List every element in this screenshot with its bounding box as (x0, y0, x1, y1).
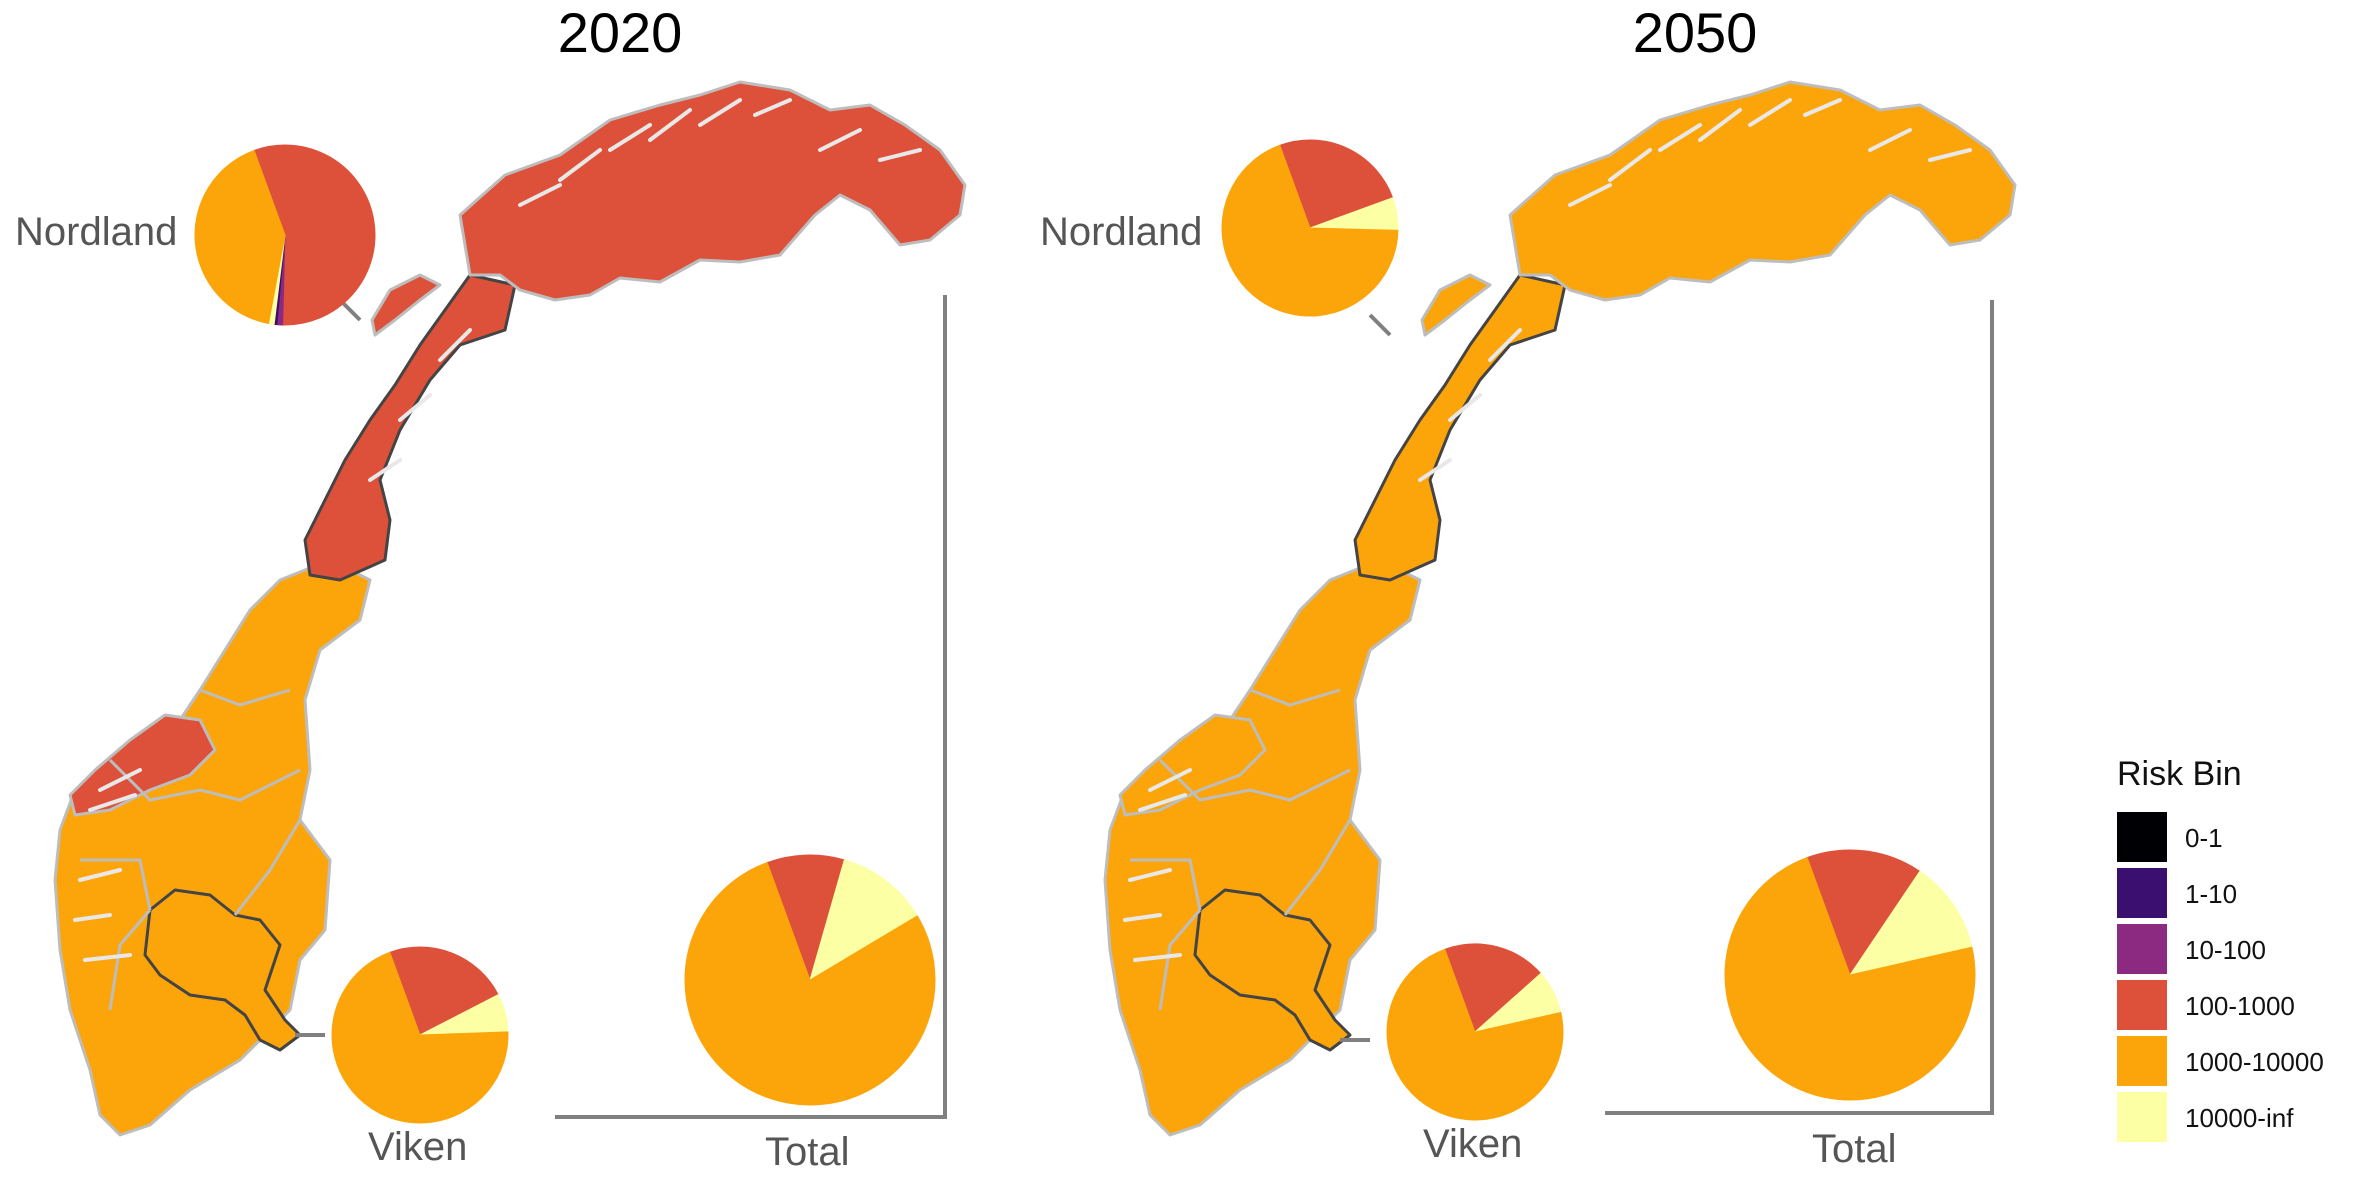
total-pie-chart (1724, 849, 1976, 1101)
pie-slice-1000-10000 (194, 149, 286, 325)
pie-viken: Viken (295, 946, 509, 1169)
panel-title: 2020 (558, 1, 683, 64)
legend-label-1000-10000: 1000-10000 (2185, 1047, 2324, 1077)
total-pie-chart (684, 854, 936, 1106)
viken-label: Viken (1423, 1122, 1522, 1166)
pie-slice-100-1000 (766, 854, 845, 982)
pie-nordland: Nordland (1040, 139, 1399, 337)
viken-label: Viken (368, 1125, 467, 1169)
county-borders (1130, 688, 1352, 1011)
fjord-lines (73, 98, 922, 962)
pie-slice-1000-10000 (1221, 144, 1399, 317)
nordland-pie-chart (194, 144, 376, 326)
legend-label-1-10: 1-10 (2185, 879, 2237, 909)
legend-swatch-0-1 (2117, 812, 2167, 862)
legend-label-10-100: 10-100 (2185, 935, 2266, 965)
total-bracket (1605, 300, 1994, 1115)
viken-pie-chart (1386, 943, 1564, 1121)
legend-label-10000-inf: 10000-inf (2185, 1103, 2294, 1133)
legend-label-100-1000: 100-1000 (2185, 991, 2295, 1021)
region-southern-norway (1103, 558, 1422, 1137)
region-west-fjord (1118, 713, 1267, 817)
pie-slice-1000-10000 (1386, 948, 1564, 1121)
legend-label-0-1: 0-1 (2185, 823, 2223, 853)
legend-swatch-1-10 (2117, 868, 2167, 918)
pie-slice-1000-10000 (331, 951, 509, 1124)
legend-items: 0-1 1-10 10-100 100-1000 1000-10000 10000-inf (2117, 812, 2324, 1142)
panel-title: 2050 (1633, 1, 1758, 64)
pie-slice-100-1000 (389, 946, 499, 1036)
pie-slice-1000-10000 (684, 861, 936, 1106)
norway-map (53, 80, 967, 1137)
region-nordland (303, 273, 517, 582)
county-borders (80, 688, 302, 1011)
region-viken (1193, 888, 1352, 1052)
region-west-fjord (68, 713, 217, 817)
region-northern-norway (1508, 80, 2017, 302)
pie-viken: Viken (1340, 943, 1564, 1166)
pie-slice-10000-inf (1848, 870, 1973, 976)
legend-swatch-100-1000 (2117, 980, 2167, 1030)
total-label: Total (765, 1130, 850, 1174)
nordland-label: Nordland (15, 210, 177, 254)
region-southern-norway (53, 558, 372, 1137)
region-northern-norway (458, 80, 967, 302)
lofoten-islands (1420, 273, 1492, 337)
pie-total: Total (1605, 300, 1994, 1171)
total-label: Total (1812, 1127, 1897, 1171)
nordland-label: Nordland (1040, 210, 1202, 254)
viken-pie-chart (331, 946, 509, 1124)
legend-swatch-1000-10000 (2117, 1036, 2167, 1086)
fjord-lines (1123, 98, 1972, 962)
nordland-pie-chart (1221, 139, 1399, 317)
pie-slice-100-1000 (1806, 849, 1921, 977)
legend-swatch-10-100 (2117, 924, 2167, 974)
legend: Risk Bin 0-1 1-10 10-100 100-1000 1000-10000… (2117, 755, 2324, 1142)
norway-map (1103, 80, 2017, 1137)
pie-nordland: Nordland (15, 144, 376, 326)
panel-2050: 2050 Nordland Viken Total (1040, 1, 2017, 1171)
nordland-leader-line (1368, 313, 1392, 337)
pie-slice-10000-inf (809, 859, 918, 982)
legend-swatch-10000-inf (2117, 1092, 2167, 1142)
panel-2020: 2020 Nordland (15, 1, 967, 1174)
lofoten-islands (370, 273, 442, 337)
pie-slice-100-1000 (1279, 139, 1394, 229)
pie-slice-1000-10000 (1724, 856, 1976, 1101)
total-bracket (555, 295, 947, 1119)
pie-total: Total (555, 295, 947, 1174)
region-nordland (1353, 273, 1567, 582)
pie-slice-100-1000 (1444, 943, 1542, 1033)
legend-title: Risk Bin (2117, 755, 2242, 793)
pie-slice-100-1000 (253, 144, 376, 326)
